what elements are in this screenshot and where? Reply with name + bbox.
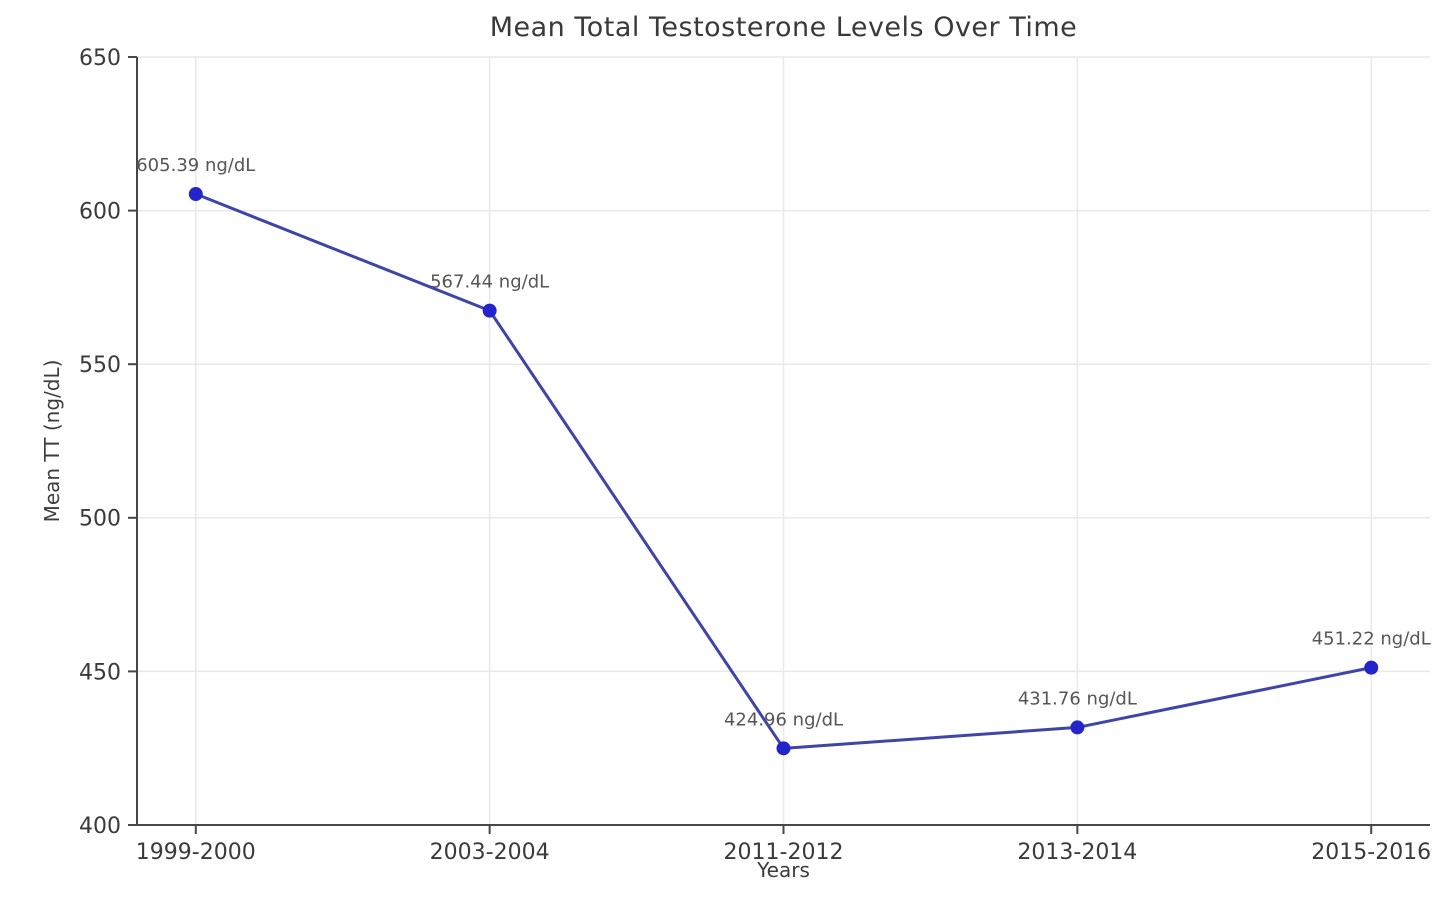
- chart-title: Mean Total Testosterone Levels Over Time: [489, 12, 1078, 43]
- y-tick-label: 450: [79, 660, 121, 685]
- data-point: [1364, 660, 1379, 675]
- x-tick-label: 1999-2000: [136, 840, 256, 865]
- data-point-label: 424.96 ng/dL: [724, 709, 843, 730]
- y-axis-label: Mean TT (ng/dL): [40, 359, 64, 523]
- y-tick-label: 500: [79, 507, 121, 532]
- y-tick-label: 400: [79, 814, 121, 839]
- x-tick-label: 2015-2016: [1311, 840, 1431, 865]
- data-point: [188, 187, 203, 202]
- x-tick-label: 2003-2004: [430, 840, 550, 865]
- data-point: [482, 303, 497, 318]
- y-tick-label: 650: [79, 46, 121, 71]
- x-tick-label: 2013-2014: [1017, 840, 1137, 865]
- data-point-label: 451.22 ng/dL: [1312, 629, 1431, 650]
- data-point: [1070, 720, 1085, 735]
- data-point: [776, 741, 791, 756]
- x-tick-label: 2011-2012: [724, 840, 844, 865]
- data-point-label: 567.44 ng/dL: [430, 272, 549, 293]
- x-axis-label: Years: [757, 858, 810, 882]
- data-point-label: 605.39 ng/dL: [136, 155, 255, 176]
- y-tick-label: 600: [79, 200, 121, 225]
- y-tick-label: 550: [79, 353, 121, 378]
- data-point-label: 431.76 ng/dL: [1018, 688, 1137, 709]
